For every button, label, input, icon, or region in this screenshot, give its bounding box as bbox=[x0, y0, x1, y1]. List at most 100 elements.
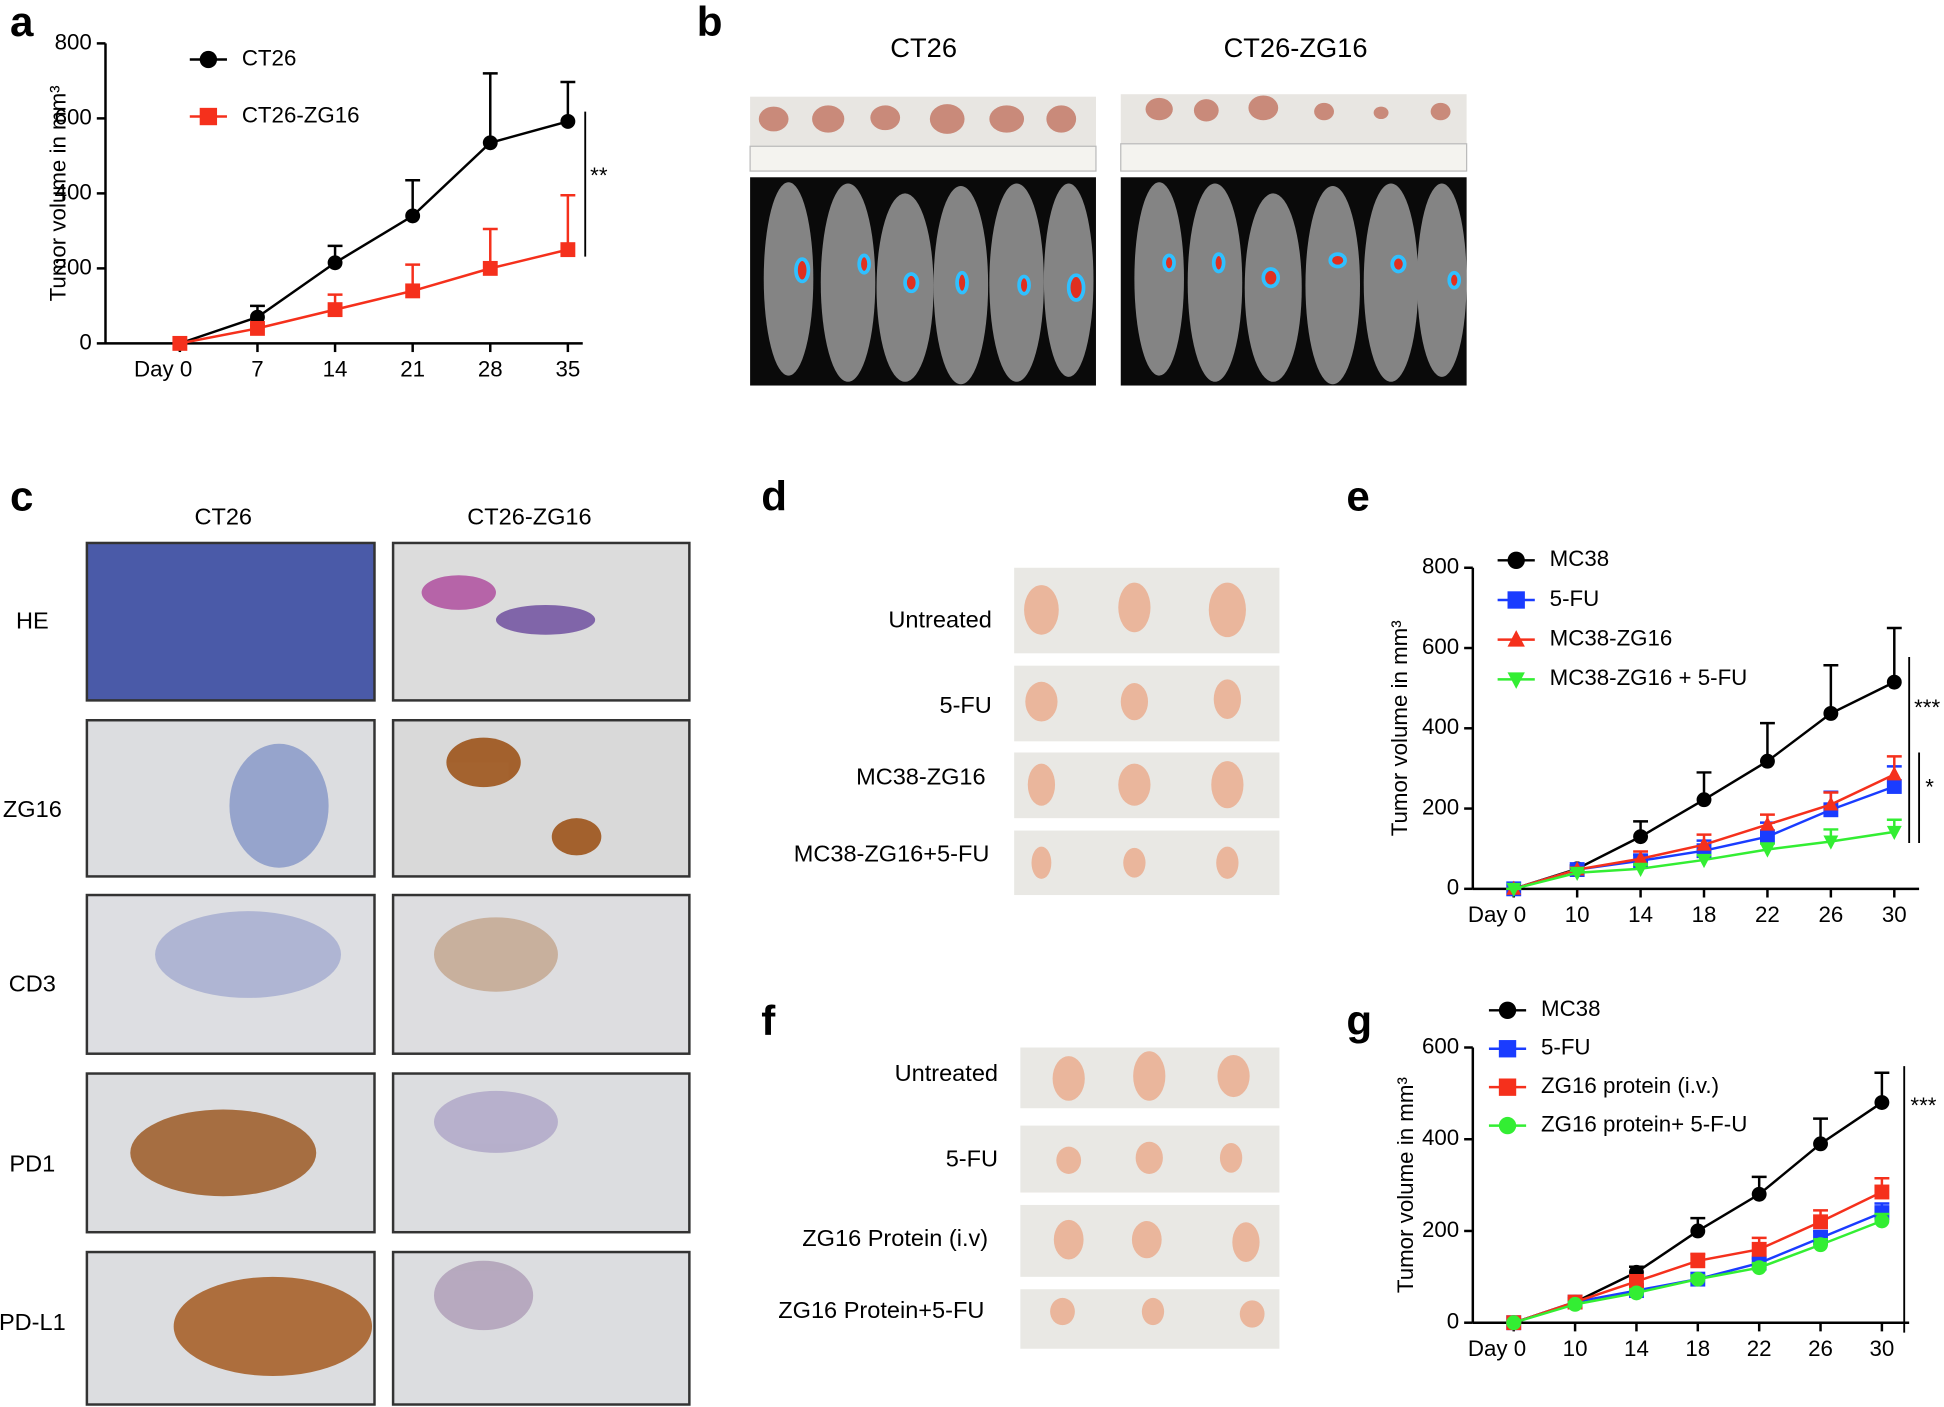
column-header: CT26-ZG16 bbox=[1224, 32, 1368, 63]
stain bbox=[130, 575, 602, 1377]
x-tick-label: 26 bbox=[1808, 1336, 1833, 1361]
marker bbox=[482, 135, 498, 151]
marker bbox=[1633, 850, 1649, 865]
y-tick-label: 600 bbox=[55, 104, 92, 129]
panel-label: f bbox=[761, 997, 776, 1044]
y-tick-label: 600 bbox=[1422, 634, 1459, 659]
x-tick-label: 35 bbox=[555, 357, 580, 382]
marker bbox=[1823, 706, 1839, 721]
chart: 0 200 400 600 Day 0 10 14 18 22 26 30 Tumor volume … bbox=[1393, 996, 1937, 1361]
marker bbox=[1813, 1136, 1828, 1152]
tumor-photo bbox=[1020, 1047, 1280, 1349]
marker bbox=[1813, 1214, 1828, 1230]
x-tick-label: 10 bbox=[1565, 902, 1590, 927]
marker bbox=[327, 302, 343, 318]
marker bbox=[327, 255, 343, 271]
marker bbox=[1696, 792, 1712, 808]
panel-label: c bbox=[10, 473, 33, 520]
annotation: *** bbox=[1914, 695, 1940, 720]
marker bbox=[1751, 1186, 1767, 1202]
x-tick-label: 18 bbox=[1692, 902, 1717, 927]
legend-label: ZG16 protein+ 5-F-U bbox=[1541, 1111, 1747, 1136]
legend-label: CT26 bbox=[242, 45, 297, 70]
marker bbox=[172, 335, 188, 351]
marker bbox=[560, 113, 576, 129]
legend-label: MC38 bbox=[1550, 546, 1609, 571]
line bbox=[179, 120, 569, 345]
panel-label: a bbox=[10, 0, 34, 45]
y-tick-label: 0 bbox=[1447, 875, 1459, 900]
marker bbox=[405, 208, 421, 224]
row-label: PD1 bbox=[9, 1150, 55, 1176]
y-tick-label: 400 bbox=[1422, 714, 1459, 739]
legend-marker bbox=[1507, 672, 1525, 689]
panel-label: e bbox=[1346, 473, 1369, 520]
row-label: ZG16 Protein (i.v) bbox=[802, 1225, 988, 1251]
annotation: *** bbox=[1910, 1093, 1936, 1118]
x-tick-label: 28 bbox=[478, 357, 503, 382]
tumor-photo bbox=[1014, 567, 1280, 896]
marker bbox=[1567, 1296, 1583, 1312]
panel-label: d bbox=[761, 473, 787, 520]
legend-label: 5-FU bbox=[1550, 586, 1600, 611]
marker bbox=[1506, 882, 1522, 898]
x-tick-label: Day 0 bbox=[1468, 902, 1526, 927]
marker bbox=[1760, 816, 1775, 831]
marker bbox=[1569, 866, 1585, 881]
column-header: CT26 bbox=[890, 32, 957, 63]
row-label: MC38-ZG16 bbox=[856, 764, 986, 790]
marker bbox=[1751, 1260, 1767, 1276]
error-bar bbox=[1886, 626, 1902, 683]
annotation: * bbox=[1925, 774, 1934, 799]
x-tick-label: 22 bbox=[1755, 902, 1780, 927]
marker bbox=[1886, 825, 1902, 841]
x-tick-label: Day 0 bbox=[134, 357, 192, 382]
marker bbox=[1886, 779, 1902, 794]
error-bar bbox=[482, 72, 498, 143]
row-label: 5-FU bbox=[940, 692, 992, 718]
marker bbox=[1633, 862, 1649, 877]
y-axis-label: Tumor volume in mm³ bbox=[1387, 620, 1412, 836]
x-tick-label: 14 bbox=[323, 357, 348, 382]
y-tick-label: 600 bbox=[1422, 1033, 1459, 1058]
legend-label: CT26-ZG16 bbox=[242, 102, 360, 127]
legend-label: 5-FU bbox=[1541, 1035, 1591, 1060]
marker bbox=[1696, 836, 1712, 851]
error-bar bbox=[560, 194, 576, 250]
legend-marker bbox=[199, 107, 218, 126]
legend-label: MC38-ZG16 bbox=[1550, 626, 1673, 651]
marker bbox=[1874, 1184, 1890, 1200]
marker bbox=[1690, 1253, 1706, 1269]
legend-marker bbox=[1507, 591, 1525, 609]
x-tick-label: 22 bbox=[1747, 1336, 1772, 1361]
marker bbox=[1886, 674, 1902, 690]
legend-label: MC38-ZG16 + 5-FU bbox=[1550, 665, 1748, 690]
legend-marker bbox=[199, 50, 218, 69]
legend-label: ZG16 protein (i.v.) bbox=[1541, 1073, 1719, 1098]
marker bbox=[560, 242, 576, 258]
y-axis-label: Tumor volume in mm³ bbox=[46, 85, 71, 301]
y-tick-label: 200 bbox=[1422, 794, 1459, 819]
annotation: ** bbox=[590, 163, 608, 188]
x-tick-label: 26 bbox=[1818, 902, 1843, 927]
row-label: PD-L1 bbox=[0, 1309, 66, 1335]
legend-marker bbox=[1507, 630, 1525, 647]
x-tick-label: 14 bbox=[1624, 1336, 1649, 1361]
panel-label: g bbox=[1346, 997, 1372, 1044]
legend-marker bbox=[1507, 551, 1525, 569]
legend-marker bbox=[1498, 1040, 1517, 1058]
marker bbox=[250, 320, 265, 336]
y-tick-label: 0 bbox=[1447, 1309, 1459, 1334]
x-tick-label: 30 bbox=[1869, 1336, 1894, 1361]
x-tick-label: 7 bbox=[251, 357, 263, 382]
row-label: ZG16 Protein+5-FU bbox=[778, 1297, 984, 1323]
y-tick-label: 400 bbox=[1422, 1125, 1459, 1150]
x-tick-label: 14 bbox=[1628, 902, 1653, 927]
panel-label: b bbox=[697, 0, 723, 45]
legend-marker bbox=[1498, 1001, 1517, 1019]
bioluminescence-image bbox=[750, 177, 1467, 386]
y-tick-label: 800 bbox=[1422, 554, 1459, 579]
y-tick-label: 200 bbox=[1422, 1217, 1459, 1242]
marker bbox=[1874, 1213, 1890, 1229]
